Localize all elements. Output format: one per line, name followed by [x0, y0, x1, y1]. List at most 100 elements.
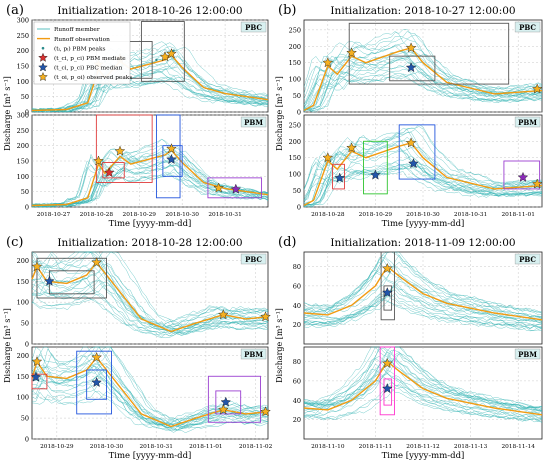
peak-box: [207, 177, 263, 199]
y-tick-label: 250: [17, 32, 29, 40]
subplot-pbc: 0 50 100 150 200 250 PBC: [289, 19, 543, 117]
subplot-pbc: 20 40 60 80 PBC: [293, 251, 543, 345]
runoff-member-line: [31, 346, 269, 425]
runoff-member-line: [31, 299, 269, 339]
observed-peak-star: [91, 256, 102, 267]
runoff-member-line: [303, 139, 543, 203]
runoff-member-line: [31, 172, 269, 208]
runoff-member-line: [303, 368, 543, 418]
runoff-member-line: [303, 276, 543, 322]
observed-peak-star: [322, 152, 334, 163]
peak-box: [215, 390, 242, 415]
panel-d: (d) Initialization: 2018-11-09 12:00:00 Di…: [275, 235, 543, 461]
observed-peak-star: [217, 309, 229, 320]
runoff-member-line: [303, 66, 543, 109]
y-tick-label: 60: [293, 282, 301, 290]
runoff-member-line: [303, 269, 543, 322]
x-tick-label: 2018-10-28: [311, 212, 345, 218]
runoff-member-line: [303, 351, 543, 412]
subplot-pbm: 0 50 100 150 200 250 300 PBM: [17, 112, 269, 212]
observed-peak-star: [381, 262, 393, 273]
y-tick-label: 50: [21, 415, 29, 423]
runoff-member-line: [303, 346, 543, 410]
peak-box: [398, 124, 436, 180]
runoff-member-line: [31, 384, 269, 431]
x-tick-label: 2018-10-30: [90, 444, 124, 450]
runoff-member-line: [31, 164, 269, 207]
runoff-member-line: [303, 355, 543, 414]
y-tick-label: 50: [21, 93, 29, 101]
runoff-member-line: [303, 369, 542, 419]
runoff-member-line: [303, 74, 543, 113]
y-tick-label: 200: [289, 43, 301, 51]
observed-peak-star: [31, 356, 43, 367]
median-star: [405, 62, 417, 73]
runoff-member-line: [303, 28, 543, 109]
y-axis-label: Discharge [m³ s⁻¹]: [275, 76, 284, 151]
runoff-member-line: [303, 346, 543, 412]
x-tick-label: 2018-10-29: [359, 212, 393, 218]
subplot-tag: PBM: [518, 350, 537, 359]
subplot-tag: PBC: [519, 23, 536, 32]
runoff-member-line: [31, 156, 269, 208]
y-tick-label: 50: [293, 187, 301, 195]
runoff-member-line: [303, 346, 543, 408]
x-tick-label: 2018-11-01: [501, 212, 534, 218]
median-star: [91, 376, 102, 388]
runoff-observation-line: [303, 142, 543, 207]
runoff-member-line: [31, 296, 269, 338]
runoff-observation-line: [31, 54, 269, 112]
peak-box: [207, 375, 261, 423]
y-tick-label: 60: [293, 377, 301, 385]
pbm-peak-point: [172, 49, 175, 52]
y-tick-label: 150: [17, 63, 29, 71]
y-tick-label: 150: [289, 154, 301, 162]
runoff-member-line: [303, 75, 543, 109]
runoff-member-line: [31, 346, 269, 426]
peak-box: [76, 350, 112, 415]
y-tick-label: 200: [17, 352, 29, 360]
y-tick-label: 250: [17, 127, 29, 135]
runoff-member-line: [31, 251, 269, 329]
panel-label: (d): [278, 235, 296, 250]
subplot-tag-box: [240, 348, 267, 360]
y-tick-label: 50: [21, 188, 29, 196]
subplot-tag: PBC: [519, 255, 536, 264]
subplot-tag: PBM: [518, 118, 537, 127]
runoff-member-line: [31, 265, 269, 331]
y-tick-label: 100: [289, 76, 301, 84]
x-axis-label: Time [yyyy-mm-dd]: [109, 451, 192, 461]
y-tick-label: 0: [25, 204, 29, 212]
runoff-member-line: [303, 51, 543, 109]
x-tick-label: 2018-10-31: [208, 212, 241, 218]
runoff-member-line: [31, 81, 269, 113]
x-tick-label: 2018-11-11: [359, 444, 392, 450]
observed-peak-star: [405, 42, 417, 53]
runoff-member-line: [303, 48, 543, 111]
observed-peak-star: [346, 47, 357, 58]
peak-box: [140, 21, 185, 82]
runoff-member-line: [303, 383, 543, 423]
runoff-member-line: [31, 251, 269, 330]
runoff-observation-line: [303, 360, 543, 416]
peak-box: [31, 373, 48, 390]
x-tick-label: 2018-10-31: [139, 444, 172, 450]
y-tick-label: 250: [289, 26, 301, 34]
y-tick-label: 40: [293, 302, 301, 310]
peak-box: [95, 114, 153, 183]
observed-peak-star: [260, 406, 271, 417]
x-axis-label: Time [yyyy-mm-dd]: [109, 219, 192, 229]
y-tick-label: 300: [17, 112, 29, 120]
observed-peak-star: [260, 311, 271, 322]
observed-peak-star: [532, 178, 543, 189]
median-star: [103, 167, 115, 178]
runoff-member-line: [31, 353, 269, 427]
runoff-member-line: [31, 42, 269, 111]
median-star: [334, 172, 346, 183]
runoff-member-line: [303, 278, 543, 324]
observed-peak-star: [31, 261, 43, 272]
observed-peak-star: [93, 155, 104, 166]
median-star: [381, 383, 393, 394]
peak-box: [162, 145, 183, 177]
legend: Runoff member Runoff observation (tᵢ, pᵢ) …: [33, 21, 132, 85]
